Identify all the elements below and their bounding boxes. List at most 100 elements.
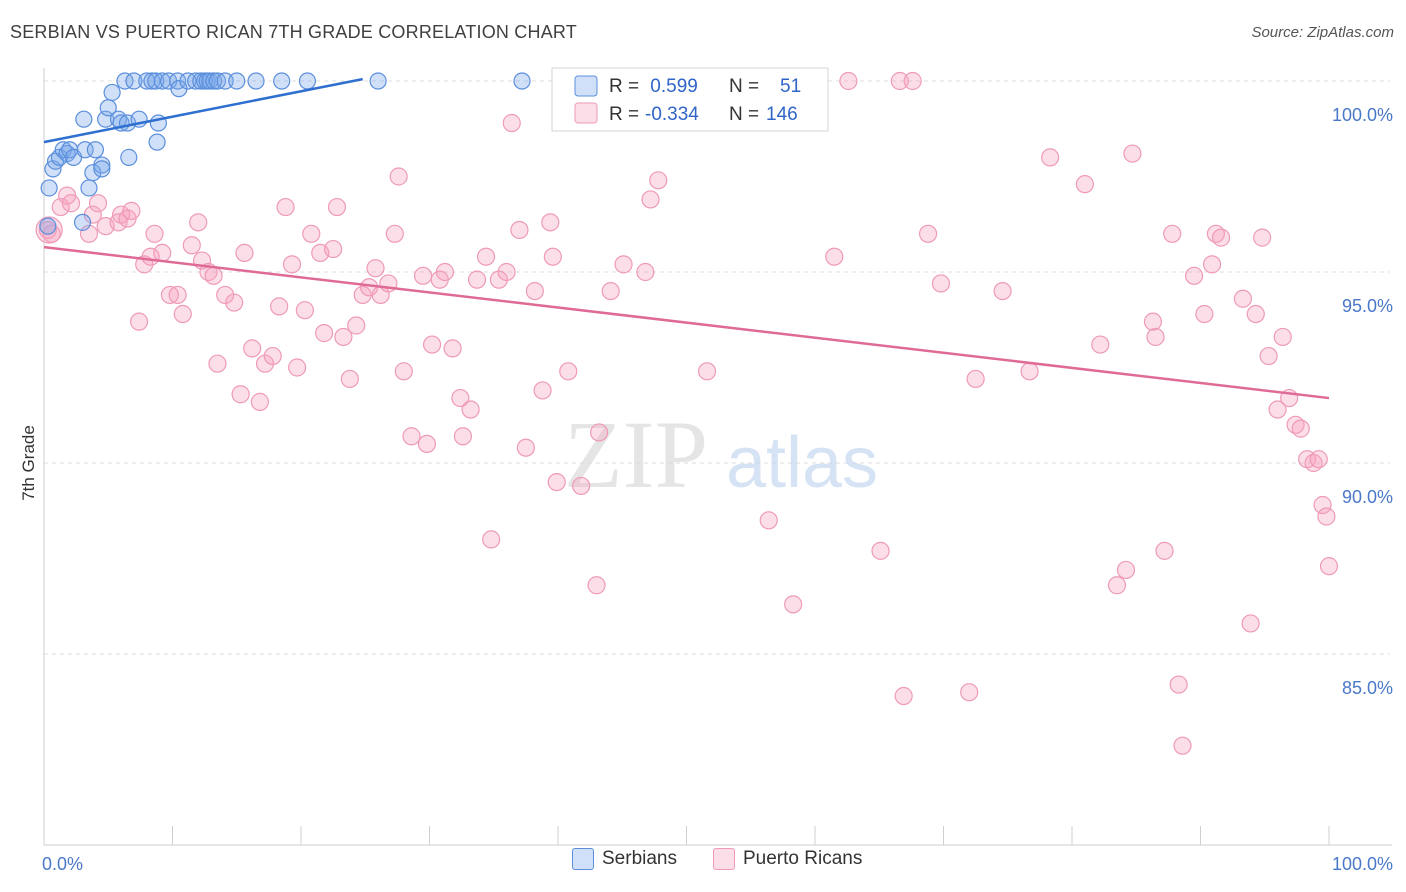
puerto-rican-point (174, 306, 191, 323)
serbian-point (229, 73, 245, 89)
serbian-point (248, 73, 264, 89)
bottom-legend: Serbians Puerto Ricans (0, 848, 1406, 878)
puerto-rican-point (284, 256, 301, 273)
puerto-rican-point (303, 225, 320, 242)
puerto-rican-point (642, 191, 659, 208)
puerto-rican-point (1318, 508, 1335, 525)
serbian-point (41, 180, 57, 196)
puerto-rican-point (1186, 267, 1203, 284)
puerto-rican-point (1147, 328, 1164, 345)
legend-serbian-n-label: N = (729, 76, 759, 97)
legend-serbian-r-label: R = (609, 76, 639, 97)
y-tick-label: 85.0% (1342, 678, 1393, 698)
puerto-rican-point (367, 260, 384, 277)
puerto-rican-point (591, 424, 608, 441)
serbian-point (94, 161, 110, 177)
puerto-rican-point (183, 237, 200, 254)
legend-serbian-r-value: 0.599 (645, 76, 698, 97)
puerto-rican-point (650, 172, 667, 189)
puerto-ricans-label: Puerto Ricans (743, 848, 862, 870)
puerto-rican-point (1260, 348, 1277, 365)
puerto-rican-point (264, 348, 281, 365)
puerto-rican-point (1124, 145, 1141, 162)
puerto-rican-point (415, 267, 432, 284)
watermark: ZIP atlas (564, 401, 878, 508)
serbian-point (370, 73, 386, 89)
grid-lines (44, 81, 1390, 654)
puerto-rican-point (699, 363, 716, 380)
serbians-label: Serbians (602, 848, 677, 870)
puerto-rican-point (232, 386, 249, 403)
legend-pr-r-value: -0.334 (645, 104, 699, 125)
serbians-swatch (572, 848, 594, 870)
puerto-rican-point (967, 370, 984, 387)
y-tick-label: 100.0% (1332, 105, 1393, 125)
puerto-rican-point (615, 256, 632, 273)
watermark-atlas: atlas (726, 423, 878, 503)
puerto-rican-point (289, 359, 306, 376)
puerto-rican-point (209, 355, 226, 372)
y-axis-label: 7th Grade (19, 425, 38, 501)
puerto-rican-point (226, 294, 243, 311)
puerto-rican-point (169, 286, 186, 303)
serbian-point (514, 73, 530, 89)
puerto-rican-point (1234, 290, 1251, 307)
puerto-rican-point (251, 393, 268, 410)
puerto-rican-point (390, 168, 407, 185)
puerto-rican-point (478, 248, 495, 265)
puerto-rican-point (588, 577, 605, 594)
scatter-chart: ZIP atlas 85.0%90.0%95.0%100.0%0.0% 100.0… (0, 0, 1406, 892)
puerto-rican-point (785, 596, 802, 613)
puerto-rican-point (872, 542, 889, 559)
puerto-rican-point (920, 225, 937, 242)
puerto-rican-point (348, 317, 365, 334)
bottom-legend-puerto-ricans: Puerto Ricans (713, 848, 862, 870)
puerto-rican-point (542, 214, 559, 231)
puerto-rican-point (534, 382, 551, 399)
puerto-rican-point (1254, 229, 1271, 246)
puerto-rican-point (560, 363, 577, 380)
legend-pr-n-value: 146 (766, 104, 798, 125)
serbian-point (149, 134, 165, 150)
puerto-rican-trend-line (44, 247, 1329, 398)
serbian-point (81, 180, 97, 196)
puerto-rican-point (444, 340, 461, 357)
tick-labels: 85.0% 90.0% 95.0% 100.0% 0.0% 100.0% (42, 105, 1393, 874)
legend-pr-swatch (575, 103, 597, 123)
serbian-point (274, 73, 290, 89)
puerto-rican-point (395, 363, 412, 380)
puerto-rican-point (89, 195, 106, 212)
puerto-rican-point (436, 264, 453, 281)
puerto-rican-point (469, 271, 486, 288)
serbian-point (76, 111, 92, 127)
puerto-rican-point (544, 248, 561, 265)
puerto-rican-point (205, 267, 222, 284)
puerto-rican-point (1213, 229, 1230, 246)
puerto-rican-point (1242, 615, 1259, 632)
serbian-point (87, 142, 103, 158)
puerto-rican-point (190, 214, 207, 231)
legend-serbian-n-value: 51 (780, 76, 801, 97)
serbian-point (75, 214, 91, 230)
puerto-rican-point (961, 684, 978, 701)
puerto-rican-point (244, 340, 261, 357)
axes (44, 68, 1392, 845)
puerto-rican-point (511, 221, 528, 238)
puerto-rican-point (637, 264, 654, 281)
puerto-rican-point (895, 688, 912, 705)
legend-pr-r-label: R = (609, 104, 639, 125)
puerto-rican-point (840, 73, 857, 90)
y-tick-label: 90.0% (1342, 487, 1393, 507)
puerto-rican-point (1117, 561, 1134, 578)
puerto-rican-point (62, 195, 79, 212)
puerto-rican-point (1321, 558, 1338, 575)
puerto-rican-point (826, 248, 843, 265)
puerto-rican-point (316, 325, 333, 342)
puerto-rican-point (1292, 420, 1309, 437)
puerto-rican-point (1076, 176, 1093, 193)
puerto-rican-point (994, 283, 1011, 300)
puerto-rican-point (277, 199, 294, 216)
legend-serbian-swatch (575, 76, 597, 96)
puerto-rican-point (154, 244, 171, 261)
puerto-rican-point (131, 313, 148, 330)
